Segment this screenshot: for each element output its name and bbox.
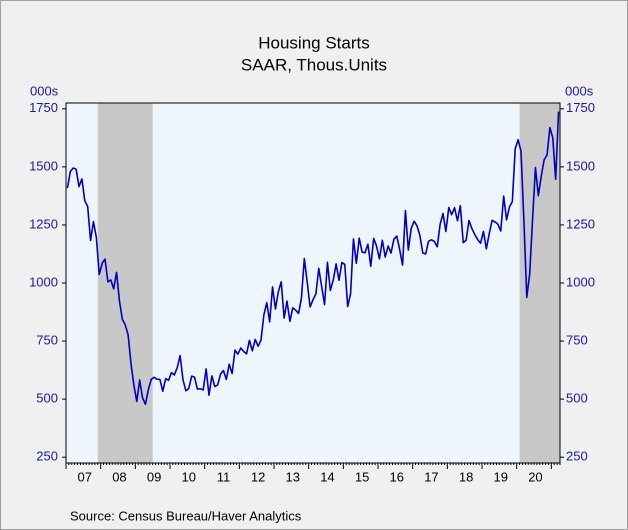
x-tick-label: 14 xyxy=(320,469,334,484)
x-tick-label: 15 xyxy=(355,469,369,484)
y2-tick-label: 1250 xyxy=(566,216,595,231)
x-tick-label: 20 xyxy=(528,469,542,484)
y2-tick-label: 1000 xyxy=(566,274,595,289)
source: Source: Census Bureau/Haver Analytics xyxy=(70,508,302,523)
y2-tick-label: 750 xyxy=(566,333,588,348)
y-tick-label: 1000 xyxy=(29,274,58,289)
recession-shade xyxy=(97,103,153,463)
y-unit-right: 000s xyxy=(565,83,594,98)
y-tick-label: 1750 xyxy=(29,100,58,115)
plot-border xyxy=(65,102,561,464)
y2-tick-label: 1750 xyxy=(566,100,595,115)
x-tick-label: 19 xyxy=(494,469,508,484)
x-tick-label: 13 xyxy=(286,469,300,484)
chart-subtitle: SAAR, Thous.Units xyxy=(241,55,387,74)
x-tick-label: 16 xyxy=(390,469,404,484)
y-tick-label: 1500 xyxy=(29,158,58,173)
data-line xyxy=(66,111,560,406)
x-tick-label: 17 xyxy=(424,469,438,484)
y2-tick-label: 1500 xyxy=(566,158,595,173)
x-tick-label: 08 xyxy=(112,469,126,484)
y-tick-label: 250 xyxy=(36,449,58,464)
chart-title: Housing Starts xyxy=(258,33,370,52)
x-tick-label: 10 xyxy=(182,469,196,484)
x-tick-label: 07 xyxy=(78,469,92,484)
y-tick-label: 1250 xyxy=(29,216,58,231)
y2-tick-label: 500 xyxy=(566,391,588,406)
x-tick-label: 09 xyxy=(147,469,161,484)
x-tick-label: 12 xyxy=(251,469,265,484)
y-tick-label: 500 xyxy=(36,391,58,406)
x-tick-label: 11 xyxy=(217,469,231,484)
x-tick-label: 18 xyxy=(459,469,473,484)
y-unit-left: 000s xyxy=(30,83,59,98)
y-tick-label: 750 xyxy=(36,333,58,348)
y2-tick-label: 250 xyxy=(566,449,588,464)
